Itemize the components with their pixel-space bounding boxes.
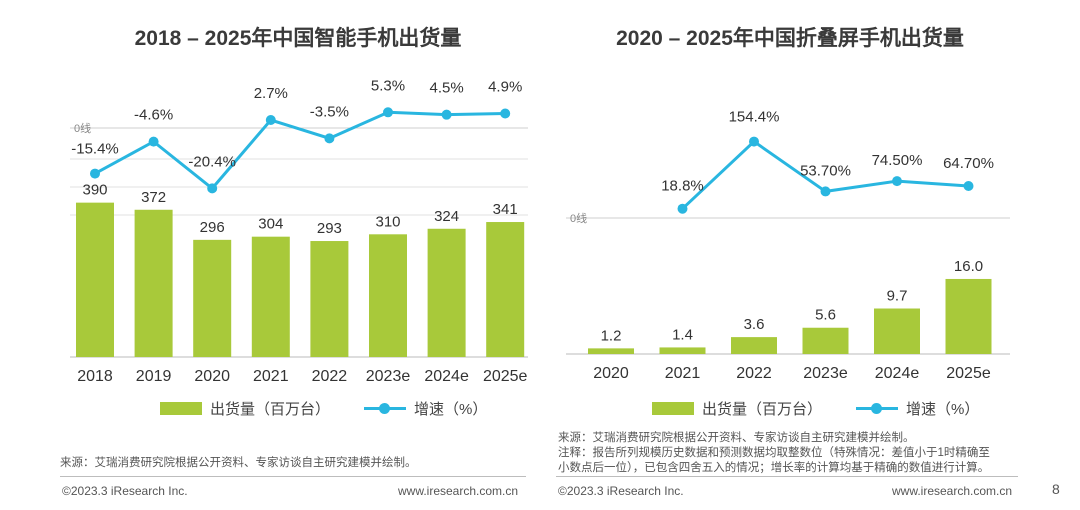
- growth-label: 64.70%: [943, 155, 994, 172]
- bar-2020: [588, 348, 634, 354]
- x-tick-label: 2025e: [946, 365, 991, 382]
- growth-label: 2.7%: [254, 85, 288, 102]
- bar-2022: [310, 241, 349, 357]
- x-tick-label: 2021: [253, 368, 289, 385]
- bar-label: 293: [317, 220, 342, 237]
- x-tick-label: 2022: [312, 368, 348, 385]
- x-tick-label: 2024e: [875, 365, 920, 382]
- growth-point-2023e: [820, 186, 831, 197]
- growth-label: 4.9%: [488, 78, 522, 95]
- bar-2025e: [945, 278, 992, 354]
- bar-2021: [251, 236, 290, 357]
- growth-point-2025e: [500, 108, 511, 119]
- growth-label: -15.4%: [71, 141, 119, 158]
- bar-label: 372: [141, 189, 166, 206]
- right-chart-title: 2020 – 2025年中国折叠屏手机出货量: [616, 27, 964, 50]
- right-footer-divider: [556, 476, 1018, 477]
- bar-label: 304: [258, 216, 283, 233]
- growth-point-2020: [207, 183, 218, 194]
- left-chart-legend: 出货量（百万台） 增速（%）: [160, 398, 487, 419]
- left-chart-title: 2018 – 2025年中国智能手机出货量: [134, 27, 462, 50]
- growth-point-2021: [265, 115, 276, 126]
- bar-legend-label: 出货量（百万台）: [210, 401, 331, 418]
- left-footer-divider: [60, 476, 526, 477]
- bar-label: 324: [434, 208, 459, 225]
- right-chart-legend: 出货量（百万台） 增速（%）: [652, 398, 979, 419]
- x-tick-label: 2020: [593, 365, 629, 382]
- growth-point-2023e: [383, 107, 393, 118]
- line-legend-swatch: [364, 402, 407, 415]
- right-website: www.iresearch.com.cn: [892, 484, 1013, 498]
- bar-label: 3.6: [744, 316, 765, 333]
- x-tick-label: 2023e: [366, 368, 411, 385]
- bar-2024e: [874, 308, 920, 354]
- growth-label: -20.4%: [188, 153, 236, 170]
- x-tick-label: 2022: [736, 365, 772, 382]
- growth-point-2024e: [441, 109, 452, 120]
- growth-point-2022: [324, 133, 335, 144]
- growth-label: 5.3%: [371, 77, 405, 94]
- x-tick-label: 2018: [77, 368, 113, 385]
- growth-label: 154.4%: [729, 109, 780, 126]
- right-remark-line-1: 注释：报告所列规模历史数据和预测数据均取整数位（特殊情况：差值小于1时精确至: [558, 447, 990, 459]
- bar-label: 341: [493, 201, 518, 218]
- bar-label: 5.6: [815, 307, 836, 324]
- growth-point-2022: [749, 136, 759, 147]
- bar-label: 310: [375, 213, 400, 230]
- growth-point-2019: [148, 136, 159, 147]
- bar-label: 390: [82, 182, 107, 199]
- bar-label: 296: [200, 219, 225, 236]
- bar-2020: [193, 239, 232, 357]
- bar-2021: [659, 347, 706, 354]
- left-source-note: 来源：艾瑞消费研究院根据公开资料、专家访谈自主研究建模并绘制。: [60, 457, 417, 469]
- right-source-note: 来源：艾瑞消费研究院根据公开资料、专家访谈自主研究建模并绘制。: [558, 432, 915, 444]
- growth-label: -4.6%: [134, 107, 173, 124]
- left-copyright: ©2023.3 iResearch Inc.: [62, 484, 188, 498]
- growth-point-2025e: [963, 180, 974, 191]
- bar-legend-swatch: [160, 402, 202, 415]
- x-tick-label: 2021: [665, 365, 701, 382]
- bar-label: 16.0: [954, 258, 983, 275]
- growth-point-2018: [90, 168, 100, 179]
- x-tick-label: 2025e: [483, 368, 528, 385]
- right-copyright: ©2023.3 iResearch Inc.: [558, 484, 684, 498]
- line-legend-label: 增速（%）: [906, 401, 980, 418]
- growth-line: [94, 110, 506, 191]
- bar-2019: [134, 209, 173, 357]
- x-tick-label: 2024e: [424, 368, 469, 385]
- growth-label: 74.50%: [872, 152, 923, 169]
- bar-label: 1.4: [672, 326, 693, 343]
- left-website: www.iresearch.com.cn: [398, 484, 519, 498]
- bar-legend-swatch: [652, 402, 694, 415]
- growth-label: 4.5%: [429, 80, 463, 97]
- bar-2022: [731, 337, 777, 354]
- x-tick-label: 2023e: [803, 365, 848, 382]
- growth-point-2021: [677, 203, 688, 214]
- zero-line-label: 0线: [570, 211, 587, 225]
- bar-2025e: [486, 222, 525, 357]
- bar-2024e: [427, 228, 466, 357]
- line-legend-swatch: [856, 402, 899, 415]
- line-legend-label: 增速（%）: [414, 401, 488, 418]
- page-number: 8: [1052, 481, 1060, 497]
- growth-label: 18.8%: [661, 178, 704, 195]
- right-remark-line-2: 小数点后一位），已包含四舍五入的情况；增长率的计算均基于精确的数值进行计算。: [558, 462, 990, 474]
- growth-point-2024e: [892, 176, 902, 187]
- x-tick-label: 2019: [136, 368, 172, 385]
- bar-2023e: [802, 327, 849, 354]
- x-tick-label: 2020: [194, 368, 230, 385]
- zero-line-label: 0线: [74, 121, 91, 135]
- bar-label: 9.7: [887, 288, 908, 305]
- bar-label: 1.2: [601, 327, 622, 344]
- bar-2023e: [369, 234, 407, 357]
- bar-2018: [76, 202, 114, 357]
- bar-legend-label: 出货量（百万台）: [702, 401, 823, 418]
- growth-label: 53.70%: [800, 162, 851, 179]
- growth-label: -3.5%: [310, 103, 349, 120]
